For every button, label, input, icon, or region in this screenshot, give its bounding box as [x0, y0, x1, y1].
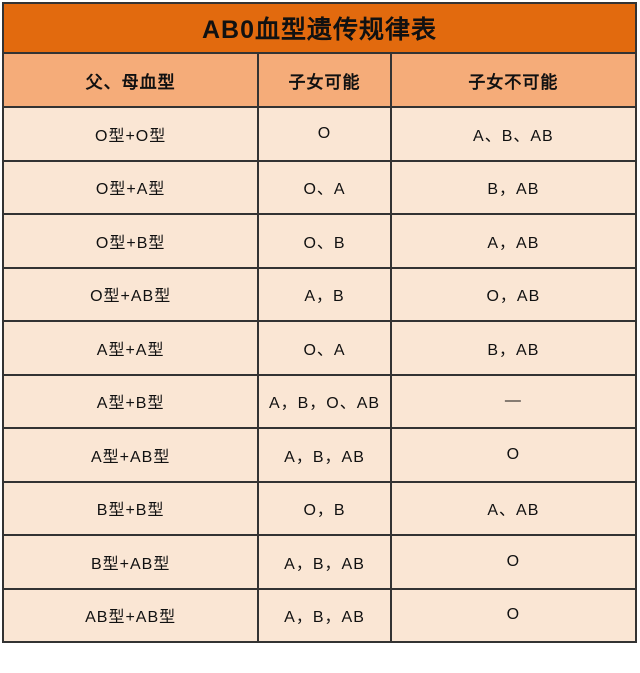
inheritance-table: 父、母血型 子女可能 子女不可能 O型+O型 O A、B、AB O型+A型 O、A B，A…	[4, 54, 635, 643]
table-row: A型+B型 A，B，O、AB —	[4, 373, 635, 429]
impossible-cell: A、AB	[389, 480, 635, 536]
possible-cell: O、B	[257, 213, 392, 269]
possible-cell: O	[257, 106, 392, 162]
possible-cell: A，B，O、AB	[257, 373, 392, 429]
parents-cell: O型+O型	[4, 106, 260, 162]
parents-cell: A型+AB型	[4, 427, 260, 483]
page-title: AB0血型遗传规律表	[4, 4, 635, 54]
table-row: B型+AB型 A，B，AB O	[4, 534, 635, 590]
impossible-cell: O	[389, 427, 635, 483]
table-row: B型+B型 O，B A、AB	[4, 480, 635, 536]
column-header-possible: 子女可能	[257, 54, 392, 108]
table-row: O型+B型 O、B A，AB	[4, 213, 635, 269]
parents-cell: B型+AB型	[4, 534, 260, 590]
table-row: O型+AB型 A，B O，AB	[4, 266, 635, 322]
header-row: 父、母血型 子女可能 子女不可能	[4, 54, 635, 108]
parents-cell: B型+B型	[4, 480, 260, 536]
possible-cell: A，B，AB	[257, 534, 392, 590]
impossible-cell: O	[389, 587, 635, 643]
impossible-cell: A、B、AB	[389, 106, 635, 162]
table-row: AB型+AB型 A，B，AB O	[4, 587, 635, 643]
table-row: A型+AB型 A，B，AB O	[4, 427, 635, 483]
table-body: O型+O型 O A、B、AB O型+A型 O、A B，AB O型+B型 O、B A，AB O型+A…	[4, 106, 635, 643]
parents-cell: O型+B型	[4, 213, 260, 269]
possible-cell: A，B，AB	[257, 427, 392, 483]
impossible-cell: B，AB	[389, 320, 635, 376]
table-row: A型+A型 O、A B，AB	[4, 320, 635, 376]
impossible-cell: B，AB	[389, 159, 635, 215]
possible-cell: O、A	[257, 159, 392, 215]
table-row: O型+A型 O、A B，AB	[4, 159, 635, 215]
parents-cell: A型+A型	[4, 320, 260, 376]
impossible-cell: O	[389, 534, 635, 590]
blood-type-inheritance-table: AB0血型遗传规律表 父、母血型 子女可能 子女不可能 O型+O型 O A、B、AB…	[2, 2, 637, 643]
parents-cell: A型+B型	[4, 373, 260, 429]
parents-cell: AB型+AB型	[4, 587, 260, 643]
table-row: O型+O型 O A、B、AB	[4, 106, 635, 162]
possible-cell: A，B，AB	[257, 587, 392, 643]
column-header-parents: 父、母血型	[4, 54, 260, 108]
column-header-impossible: 子女不可能	[389, 54, 635, 108]
impossible-cell: O，AB	[389, 266, 635, 322]
impossible-cell: A，AB	[389, 213, 635, 269]
possible-cell: O、A	[257, 320, 392, 376]
impossible-cell: —	[389, 373, 635, 429]
parents-cell: O型+A型	[4, 159, 260, 215]
possible-cell: A，B	[257, 266, 392, 322]
parents-cell: O型+AB型	[4, 266, 260, 322]
possible-cell: O，B	[257, 480, 392, 536]
